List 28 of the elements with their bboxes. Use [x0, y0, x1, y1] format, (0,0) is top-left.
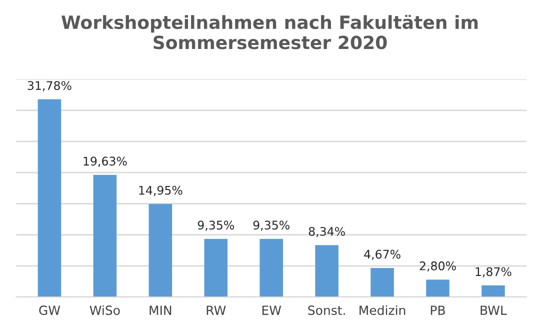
x-tick-label: RW — [206, 306, 226, 315]
x-tick-label: WiSo — [90, 305, 120, 316]
x-tick-label: GW — [39, 306, 60, 316]
bar — [482, 285, 505, 297]
data-label: 9,35% — [253, 220, 290, 231]
bar — [38, 99, 62, 297]
bar — [93, 174, 117, 297]
bar — [204, 238, 228, 297]
x-tick-label: EW — [262, 306, 282, 315]
bar — [260, 238, 283, 297]
data-label: 19,63% — [84, 156, 127, 167]
data-label: 8,34% — [308, 226, 345, 238]
x-tick-label: Medizin — [360, 305, 406, 316]
bar — [426, 280, 450, 297]
x-tick-label: MIN — [150, 306, 172, 315]
data-label: 2,80% — [420, 261, 456, 272]
data-label: 9,35% — [198, 220, 234, 231]
bar — [370, 268, 394, 297]
x-tick-label: PB — [430, 306, 445, 315]
bar — [148, 204, 172, 297]
x-tick-label: Sonst. — [308, 306, 345, 316]
data-label: 14,95% — [139, 186, 182, 196]
x-tick-label: BWL — [480, 306, 507, 315]
bar — [315, 245, 338, 297]
data-label: 1,87% — [476, 267, 512, 278]
data-label: 31,78% — [28, 81, 72, 92]
chart-title: Workshopteilnahmen nach Fakultäten im Sommersemester 2020 — [62, 14, 478, 50]
data-label: 4,67% — [364, 250, 400, 260]
